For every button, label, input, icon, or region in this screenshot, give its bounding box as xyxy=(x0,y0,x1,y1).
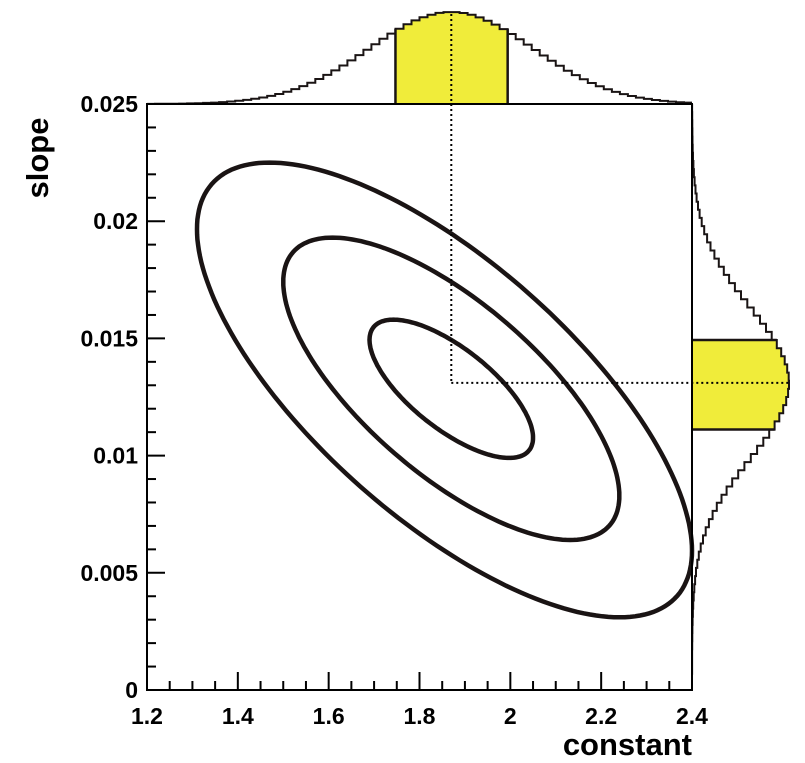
slope-shaded-region xyxy=(692,340,789,430)
contour-lines xyxy=(194,160,695,620)
x-tick-label: 1.6 xyxy=(313,703,345,729)
x-tick-label: 1.4 xyxy=(222,703,254,729)
y-tick-label: 0.02 xyxy=(93,208,138,234)
constant-distribution-line xyxy=(147,11,692,105)
y-tick-label: 0.005 xyxy=(80,560,138,586)
x-tick-label: 2 xyxy=(504,703,517,729)
x-axis-ticks: 1.2 1.4 1.6 1.8 2 2.2 2.4 xyxy=(131,672,708,729)
x-tick-label: 2.4 xyxy=(676,703,708,729)
x-tick-label: 1.8 xyxy=(404,703,436,729)
x-axis-title: constant xyxy=(563,727,692,762)
plot-frame xyxy=(146,103,693,691)
x-tick-label: 2.2 xyxy=(585,703,617,729)
x-tick-label: 1.2 xyxy=(131,703,163,729)
best-fit-guides xyxy=(450,14,790,384)
y-tick-label: 0.01 xyxy=(93,443,138,469)
y-tick-label: 0.015 xyxy=(80,325,138,351)
contour-1sigma xyxy=(367,317,536,461)
y-axis-title: slope xyxy=(20,118,55,199)
y-axis-ticks: 0 0.005 0.01 0.015 0.02 0.025 xyxy=(80,91,165,703)
contour-3sigma xyxy=(194,160,695,620)
slope-distribution-line xyxy=(691,104,790,690)
y-tick-label: 0.025 xyxy=(80,91,138,117)
contour-2sigma xyxy=(281,235,622,543)
y-tick-label: 0 xyxy=(125,677,138,703)
marginal-histogram-slope xyxy=(691,104,790,690)
marginal-histogram-constant xyxy=(147,11,692,105)
constant-shaded-region xyxy=(395,12,508,105)
